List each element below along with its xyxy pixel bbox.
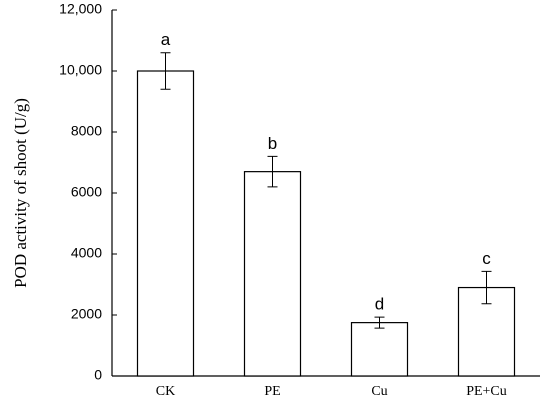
y-tick-label: 8000 [71,123,102,139]
x-tick-label: CK [156,384,175,399]
y-tick-label: 10,000 [59,62,102,78]
y-tick-label: 0 [94,367,102,383]
error-bar [160,52,171,90]
x-tick-label: PE+Cu [466,384,507,399]
significance-letter: d [375,295,384,314]
y-axis-label: POD activity of shoot (U/g) [11,98,30,288]
y-tick-label: 4000 [71,245,102,261]
y-tick-label: 6000 [71,184,102,200]
bar [243,171,302,377]
error-bar [267,155,278,188]
significance-letter: c [482,249,491,268]
error-bar [481,270,492,305]
x-tick-label: PE [264,384,280,399]
y-tick-label: 2000 [71,306,102,322]
x-tick-label: Cu [371,384,387,399]
error-bar [374,316,385,329]
y-tick-label: 12,000 [59,1,102,17]
significance-letter: a [161,30,171,49]
significance-letter: b [268,134,277,153]
bar [136,70,195,377]
bar [350,322,409,377]
